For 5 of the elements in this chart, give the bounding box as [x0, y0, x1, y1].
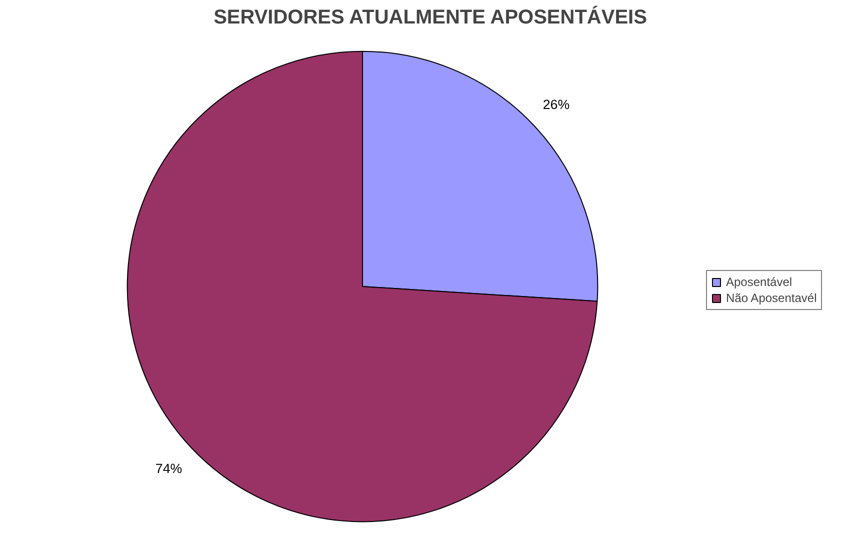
chart-title: SERVIDORES ATUALMENTE APOSENTÁVEIS: [214, 6, 647, 28]
data-label: 74%: [155, 460, 182, 476]
legend-label: Não Aposentavél: [726, 291, 817, 305]
legend-label: Aposentável: [726, 275, 792, 289]
data-label: 26%: [542, 97, 570, 112]
